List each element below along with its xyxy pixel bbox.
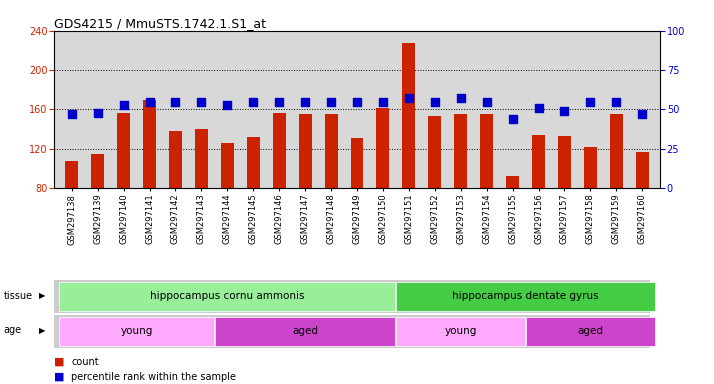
Text: hippocampus dentate gyrus: hippocampus dentate gyrus: [452, 291, 599, 301]
Bar: [506, 176, 519, 188]
Text: GDS4215 / MmuSTS.1742.1.S1_at: GDS4215 / MmuSTS.1742.1.S1_at: [54, 17, 266, 30]
Bar: [526, 316, 655, 346]
Bar: [65, 161, 79, 188]
Bar: [143, 99, 156, 188]
Bar: [221, 143, 233, 188]
Text: count: count: [71, 356, 99, 367]
Point: [299, 98, 311, 104]
Bar: [247, 137, 260, 188]
Bar: [396, 282, 655, 311]
Point: [196, 98, 207, 104]
Bar: [169, 131, 182, 188]
Bar: [273, 113, 286, 188]
Text: ■: ■: [54, 372, 64, 382]
Bar: [195, 129, 208, 188]
Point: [273, 98, 285, 104]
Text: percentile rank within the sample: percentile rank within the sample: [71, 372, 236, 382]
Text: aged: aged: [578, 326, 603, 336]
Bar: [59, 282, 396, 311]
Bar: [584, 147, 597, 188]
Point: [637, 111, 648, 117]
Bar: [396, 316, 525, 346]
Point: [144, 98, 155, 104]
Bar: [428, 116, 441, 188]
Point: [403, 95, 415, 101]
Bar: [325, 114, 338, 188]
Point: [429, 98, 441, 104]
Text: ▶: ▶: [39, 291, 46, 300]
Text: hippocampus cornu ammonis: hippocampus cornu ammonis: [150, 291, 305, 301]
Bar: [376, 108, 389, 188]
Bar: [59, 316, 213, 346]
Point: [507, 116, 518, 122]
Point: [533, 105, 544, 111]
Point: [351, 98, 363, 104]
Point: [559, 108, 570, 114]
Bar: [298, 114, 311, 188]
Point: [118, 102, 129, 108]
Point: [610, 98, 622, 104]
Bar: [610, 114, 623, 188]
Bar: [215, 316, 396, 346]
Bar: [403, 43, 416, 188]
Bar: [454, 114, 467, 188]
Text: ▶: ▶: [39, 326, 46, 335]
Point: [248, 98, 259, 104]
Bar: [635, 152, 649, 188]
Bar: [532, 135, 545, 188]
Point: [377, 98, 388, 104]
Bar: [351, 138, 363, 188]
Point: [585, 98, 596, 104]
Text: young: young: [445, 326, 477, 336]
Point: [455, 95, 466, 101]
Text: ■: ■: [54, 356, 64, 367]
Bar: [558, 136, 571, 188]
Point: [170, 98, 181, 104]
Point: [221, 102, 233, 108]
Text: aged: aged: [292, 326, 318, 336]
Text: young: young: [121, 326, 153, 336]
Bar: [117, 113, 130, 188]
Bar: [91, 154, 104, 188]
Point: [326, 98, 337, 104]
Point: [481, 98, 493, 104]
Text: tissue: tissue: [4, 291, 33, 301]
Point: [92, 109, 104, 116]
Bar: [481, 114, 493, 188]
Point: [66, 111, 77, 117]
Text: age: age: [4, 325, 21, 335]
